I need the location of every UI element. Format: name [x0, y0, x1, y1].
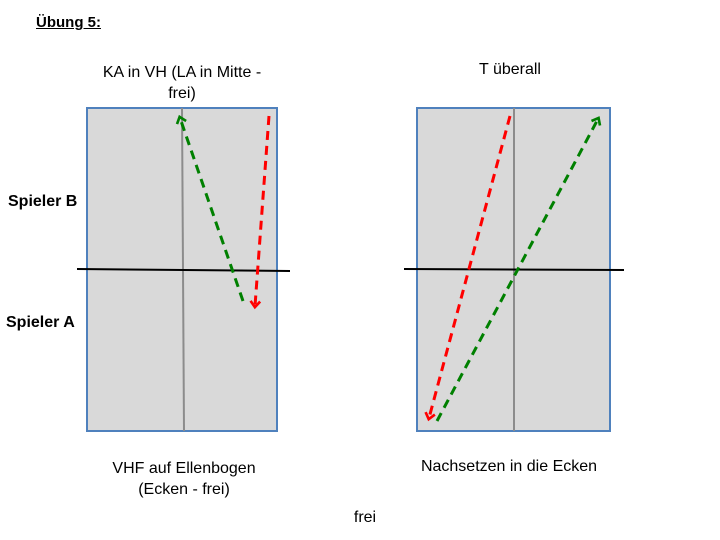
left-table — [76, 107, 291, 432]
right-table-title: T überall — [479, 61, 541, 78]
right-table — [403, 107, 625, 432]
left-table-caption: VHF auf Ellenbogen (Ecken - frei) — [112, 460, 256, 498]
exercise-heading: Übung 5: — [36, 14, 101, 31]
player-a-label: Spieler A — [6, 314, 75, 331]
footer-text: frei — [353, 509, 377, 526]
player-b-label: Spieler B — [8, 193, 78, 210]
right-table-net — [403, 268, 625, 271]
left-green-arrow — [175, 114, 245, 302]
left-table-title: KA in VH (LA in Mitte - frei) — [102, 64, 262, 102]
left-table-net — [76, 268, 291, 272]
right-table-caption: Nachsetzen in die Ecken — [420, 458, 598, 475]
left-red-arrow — [249, 115, 271, 310]
right-green-arrow — [435, 116, 602, 422]
right-red-arrow — [424, 115, 512, 422]
